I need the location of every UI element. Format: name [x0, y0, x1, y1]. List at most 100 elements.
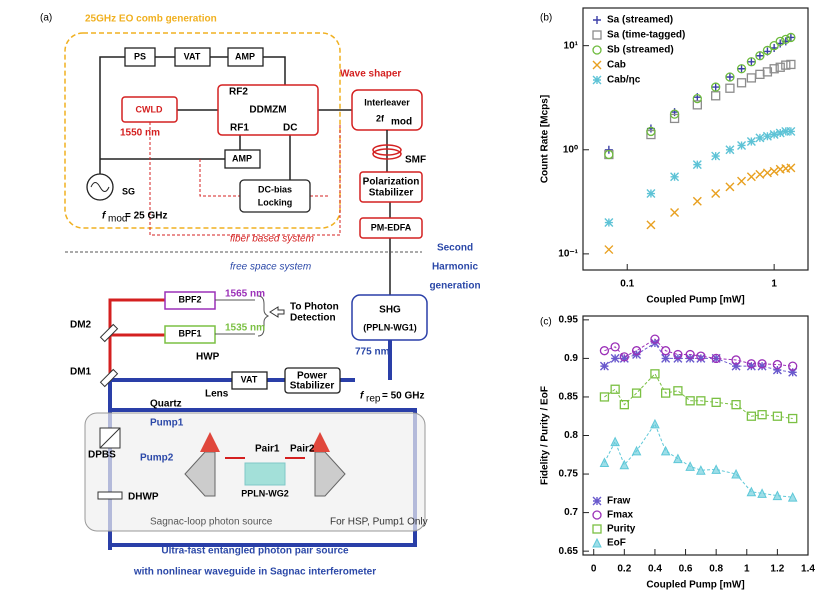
marker [604, 245, 614, 255]
marker [711, 189, 721, 199]
smf-coil [372, 144, 402, 156]
marker [599, 457, 610, 467]
marker [711, 464, 721, 474]
marker [775, 128, 785, 138]
legend-label: Sa (time-tagged) [607, 30, 685, 41]
box [124, 47, 156, 67]
box [284, 367, 341, 394]
marker [669, 113, 680, 124]
marker [737, 176, 747, 186]
marker [604, 145, 613, 154]
marker [746, 172, 756, 182]
y-tick-label: 0.75 [559, 469, 579, 480]
box-label: AMP [235, 51, 255, 61]
legend-marker [592, 60, 602, 70]
label: = 50 GHz [382, 391, 425, 402]
dpbs-diagonal [99, 427, 121, 449]
y-axis-title: Fidelity / Purity / EoF [540, 386, 551, 485]
box-label: BPF2 [178, 294, 201, 304]
marker [762, 168, 772, 178]
box-label: PM-EDFA [371, 222, 412, 232]
legend-label: Purity [607, 524, 636, 535]
marker [692, 93, 702, 104]
marker [755, 51, 765, 61]
marker [737, 140, 747, 150]
y-tick-label: 0.7 [564, 507, 578, 518]
marker [772, 490, 783, 501]
marker [757, 361, 767, 371]
legend-marker [592, 30, 602, 40]
marker [711, 83, 720, 92]
marker [762, 45, 773, 56]
marker [669, 109, 680, 119]
label: Detection [290, 313, 336, 324]
label: Pump1 [150, 418, 184, 429]
label: HWP [196, 352, 220, 363]
marker [725, 72, 734, 81]
marker [755, 51, 764, 60]
label: generation [429, 281, 480, 292]
marker [631, 388, 642, 398]
mirror [99, 368, 119, 388]
marker [757, 410, 767, 420]
marker [673, 453, 683, 464]
label: Sagnac-loop photon source [150, 517, 273, 528]
marker [781, 34, 791, 44]
x-tick-label: 1.4 [801, 564, 815, 575]
x-tick-label: 0.6 [679, 564, 693, 575]
marker [619, 353, 629, 363]
label: SMF [405, 155, 426, 166]
label: 1565 nm [225, 289, 265, 300]
marker [746, 359, 757, 369]
marker [696, 465, 706, 475]
caption: Ultra-fast entangled photon pair source [161, 546, 349, 557]
legend-label: Sa (streamed) [607, 15, 673, 26]
marker [670, 207, 680, 217]
marker [781, 60, 791, 70]
marker [696, 351, 706, 361]
box-label: DHWP [128, 492, 159, 503]
marker [650, 418, 660, 429]
box [239, 179, 311, 213]
x-axis-title: Coupled Pump [mW] [646, 580, 744, 590]
box-label: Interleaver [364, 97, 410, 107]
marker [731, 355, 741, 365]
marker [737, 64, 746, 73]
marker [731, 361, 741, 371]
marker [692, 160, 702, 170]
marker [731, 468, 741, 479]
marker [619, 459, 630, 470]
panel-label: (c) [540, 317, 552, 328]
arrow [269, 306, 285, 318]
legend-label: Cab/ηc [607, 75, 641, 86]
box-label: Stabilizer [290, 381, 335, 392]
label: Pair1 [255, 444, 280, 455]
marker [711, 151, 721, 161]
y-axis-title: Count Rate [Mcps] [540, 95, 551, 183]
box-label: VAT [184, 51, 201, 61]
beam [108, 298, 165, 380]
marker [599, 392, 610, 402]
dhwp [97, 491, 123, 500]
legend-label: EoF [607, 538, 626, 549]
y-tick-label: 10⁰ [563, 144, 578, 155]
panel-label: (b) [540, 13, 552, 24]
marker [769, 41, 779, 51]
y-tick-label: 0.8 [564, 430, 578, 441]
legend-marker [592, 45, 602, 55]
panel-a: (a) 25GHz EO comb generation PS VAT AMP … [40, 13, 481, 578]
box-label: CWLD [136, 104, 163, 114]
marker [731, 400, 741, 410]
label: 775 nm [355, 347, 390, 358]
marker [696, 396, 706, 406]
brace [215, 295, 270, 337]
marker [746, 137, 756, 147]
label: = 25 GHz [125, 211, 168, 222]
label: DM2 [70, 320, 92, 331]
marker [685, 461, 695, 471]
box-label: SG [122, 186, 135, 196]
label: 1550 nm [120, 128, 160, 139]
marker [747, 57, 756, 66]
marker [711, 82, 721, 92]
